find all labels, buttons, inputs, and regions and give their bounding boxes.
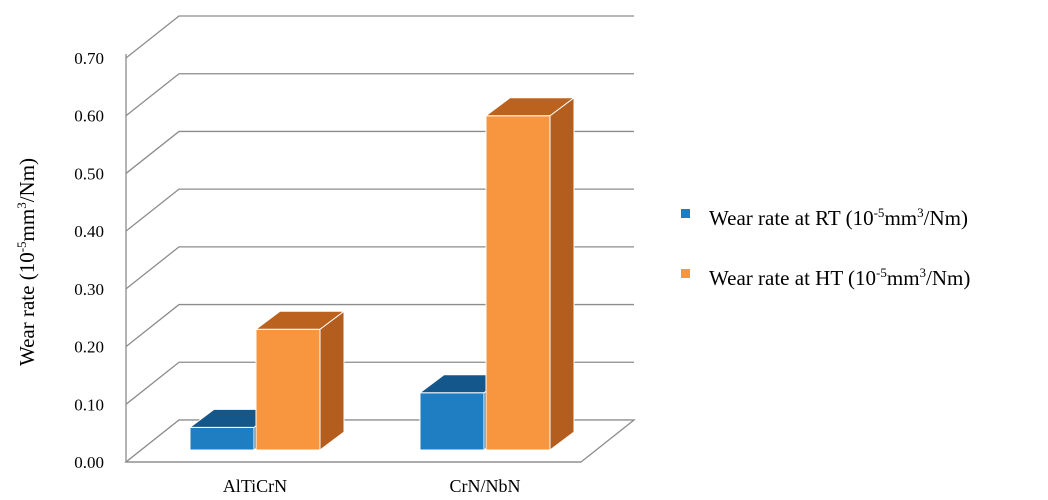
bar-ht-alticrn [254,310,346,451]
gridlines [125,15,634,463]
y-tick-label: 0.40 [74,222,104,241]
gridline [125,130,634,174]
legend-swatch [681,209,690,218]
gridline [125,188,634,232]
legend-item-ht: Wear rate at HT (10-5mm3/Nm) [681,265,970,290]
gridline [125,15,634,59]
x-tick-label: CrN/NbN [450,476,521,496]
y-tick-label: 0.20 [74,338,104,357]
legend-label: Wear rate at RT (10-5mm3/Nm) [709,205,968,230]
legend-label: Wear rate at HT (10-5mm3/Nm) [709,265,970,290]
gridline [125,361,634,405]
y-tick-label: 0.70 [74,49,104,68]
y-tick-label: 0.00 [74,453,104,472]
y-tick-label: 0.10 [74,395,104,414]
gridline [125,246,634,290]
y-tick-label: 0.50 [74,164,104,183]
gridline [125,73,634,117]
x-tick-label: AlTiCrN [223,476,287,496]
bar-ht-crn-nbn [484,96,576,451]
axes [125,54,581,463]
y-axis-title: Wear rate (10-5mm3/Nm) [14,158,39,366]
legend: Wear rate at RT (10-5mm3/Nm) Wear rate at… [681,205,970,290]
legend-item-rt: Wear rate at RT (10-5mm3/Nm) [681,205,968,230]
bars [188,96,576,451]
axis-labels: 0.00 0.10 0.20 0.30 0.40 0.50 0.60 0.70 AlTiCrN C… [14,49,521,496]
y-tick-label: 0.30 [74,280,104,299]
legend-swatch [681,269,690,278]
gridline [125,303,634,348]
y-tick-label: 0.60 [74,107,104,126]
